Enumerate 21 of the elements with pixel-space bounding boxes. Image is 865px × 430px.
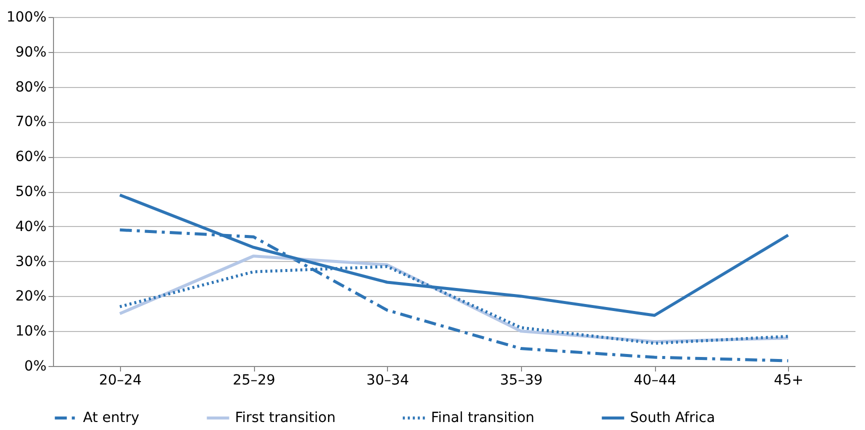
y-tick-label: 0% <box>24 358 46 374</box>
y-tick-label: 10% <box>15 324 46 340</box>
x-tick-label: 35–39 <box>500 372 543 388</box>
y-tick-label: 50% <box>15 184 46 200</box>
legend-label: At entry <box>83 410 140 426</box>
legend-label: South Africa <box>630 410 716 426</box>
x-tick-label: 30–34 <box>366 372 410 388</box>
y-tick-label: 70% <box>15 114 46 130</box>
y-tick-label: 80% <box>15 79 46 96</box>
x-tick-label: 40–44 <box>634 372 676 388</box>
x-tick-label: 25–29 <box>232 372 276 388</box>
y-tick-label: 90% <box>15 44 46 60</box>
legend-label: First transition <box>235 410 336 426</box>
x-tick-label: 45+ <box>774 372 804 388</box>
y-tick-label: 100% <box>6 10 46 26</box>
y-tick-label: 40% <box>15 218 46 235</box>
y-tick-label: 20% <box>15 288 46 305</box>
x-tick-label: 20–24 <box>99 372 142 388</box>
y-tick-label: 60% <box>15 149 46 166</box>
legend-label: Final transition <box>431 410 534 426</box>
y-tick-label: 30% <box>15 254 46 270</box>
